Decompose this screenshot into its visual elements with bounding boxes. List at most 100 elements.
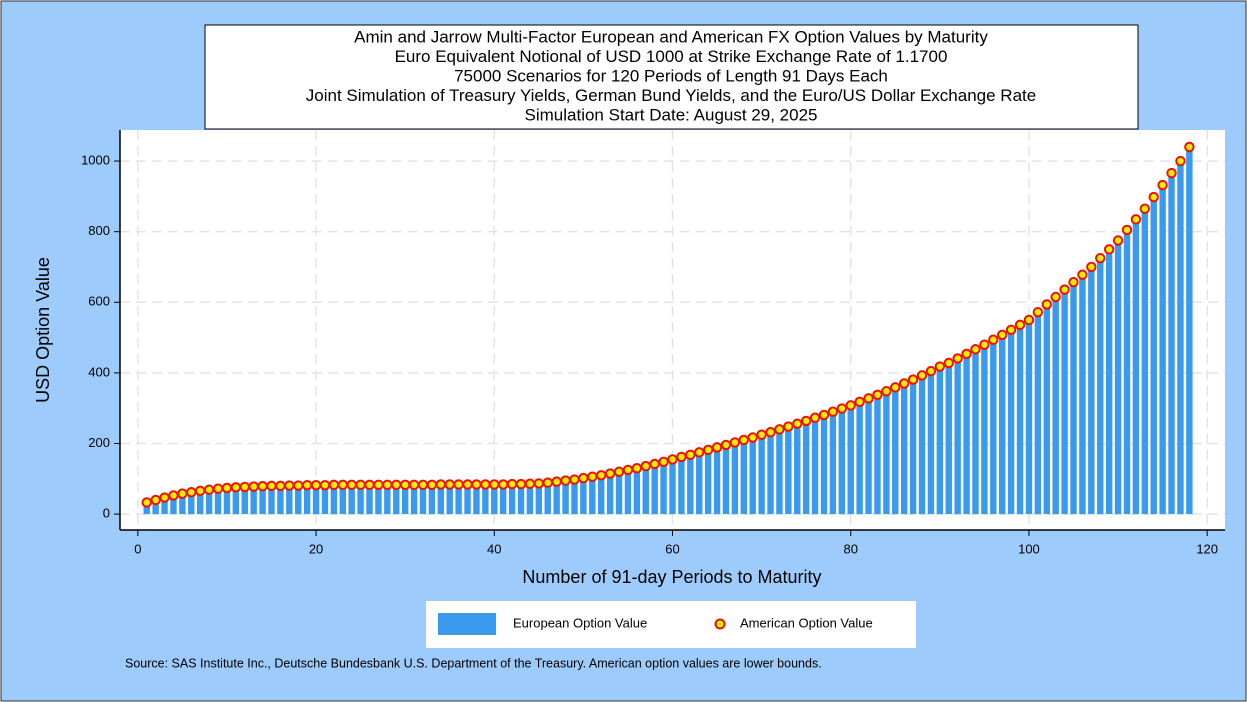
marker <box>159 492 170 503</box>
marker <box>328 479 340 491</box>
marker <box>827 406 839 417</box>
marker <box>907 374 919 385</box>
legend-swatch <box>438 613 496 635</box>
marker <box>177 488 188 499</box>
bar <box>1079 277 1086 515</box>
bar <box>312 487 320 515</box>
chart-title: 75000 Scenarios for 120 Periods of Lengt… <box>454 66 888 85</box>
bar <box>499 486 507 515</box>
bar <box>874 397 881 515</box>
marker <box>533 478 545 489</box>
marker <box>1068 276 1079 288</box>
bar <box>339 487 346 515</box>
marker <box>275 480 286 492</box>
bar <box>758 437 765 515</box>
marker <box>480 479 491 490</box>
marker <box>934 361 946 372</box>
bar <box>437 486 445 515</box>
marker <box>1175 155 1186 167</box>
bar <box>811 420 819 515</box>
bar <box>776 431 783 515</box>
bar <box>687 457 694 515</box>
marker <box>1184 141 1195 153</box>
marker <box>355 479 366 491</box>
bar <box>713 449 721 515</box>
bar <box>1052 299 1059 515</box>
marker <box>1112 235 1124 246</box>
bar <box>321 487 329 515</box>
marker <box>150 494 161 506</box>
bar <box>883 393 890 515</box>
marker <box>622 464 634 476</box>
marker <box>800 415 812 427</box>
bar <box>1141 211 1149 515</box>
bar <box>428 487 436 515</box>
marker <box>925 365 937 377</box>
marker <box>1166 167 1177 179</box>
bar <box>767 434 774 515</box>
marker <box>364 479 375 491</box>
bar <box>330 487 338 515</box>
bar <box>624 472 632 515</box>
marker <box>658 456 669 468</box>
bar <box>1016 327 1024 515</box>
bar <box>785 429 792 515</box>
bar <box>802 423 810 515</box>
bar <box>669 461 676 515</box>
bar <box>375 487 382 515</box>
bar <box>936 369 944 515</box>
title-box <box>204 24 1139 130</box>
legend-swatch <box>714 618 726 630</box>
marker <box>756 429 767 440</box>
bar <box>553 484 560 515</box>
bar <box>1061 292 1068 515</box>
marker <box>792 418 803 429</box>
marker <box>952 353 963 364</box>
bar <box>544 485 551 515</box>
bar <box>633 470 641 515</box>
chart-title: Euro Equivalent Notional of USD 1000 at … <box>395 47 948 66</box>
marker <box>720 439 732 451</box>
bar <box>731 444 739 515</box>
marker <box>1095 252 1106 264</box>
marker <box>890 382 901 393</box>
bar <box>562 483 569 515</box>
bar <box>214 491 222 515</box>
marker <box>587 471 598 482</box>
x-tick-label: 0 <box>134 541 141 556</box>
marker <box>631 463 643 474</box>
marker <box>266 480 277 492</box>
marker <box>186 487 197 498</box>
x-tick-label: 40 <box>487 541 501 556</box>
legend-label: American Option Value <box>740 615 873 630</box>
marker <box>783 421 794 432</box>
marker <box>168 490 179 501</box>
bar <box>170 497 177 515</box>
marker <box>916 370 928 381</box>
bar <box>446 486 453 515</box>
bar <box>1025 322 1033 515</box>
marker <box>506 478 518 490</box>
bar <box>794 426 801 515</box>
chart-title: Amin and Jarrow Multi-Factor European an… <box>354 27 988 46</box>
marker <box>881 386 892 397</box>
bar <box>1186 149 1193 515</box>
bar <box>1114 242 1122 515</box>
bar <box>161 499 168 515</box>
bar <box>1168 175 1175 515</box>
marker <box>667 454 678 465</box>
bar <box>1150 199 1157 515</box>
bar <box>205 492 213 515</box>
marker <box>248 481 259 492</box>
marker <box>551 476 562 487</box>
marker <box>542 477 553 488</box>
marker <box>738 434 749 446</box>
marker <box>346 479 357 491</box>
bar <box>286 487 293 515</box>
bar <box>232 489 240 515</box>
bar <box>1159 187 1166 515</box>
chart-title: Simulation Start Date: August 29, 2025 <box>525 105 818 124</box>
bar <box>1097 260 1104 515</box>
bar <box>152 502 159 515</box>
marker <box>685 449 696 461</box>
